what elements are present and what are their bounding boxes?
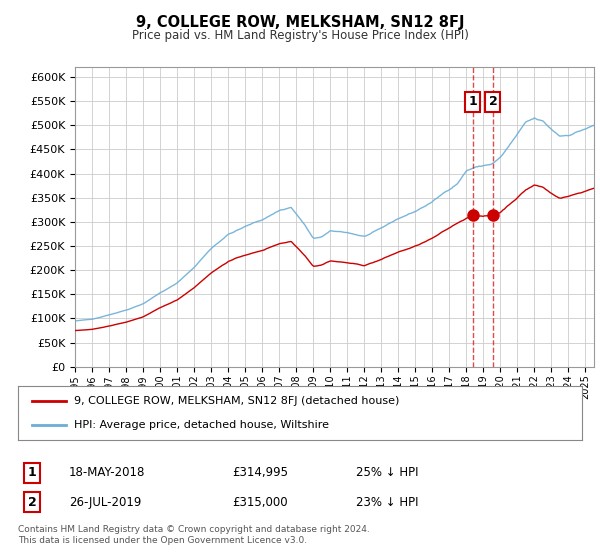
Text: £314,995: £314,995 [232, 466, 289, 479]
Text: Contains HM Land Registry data © Crown copyright and database right 2024.
This d: Contains HM Land Registry data © Crown c… [18, 525, 370, 545]
Text: £315,000: £315,000 [232, 496, 288, 509]
Text: 23% ↓ HPI: 23% ↓ HPI [356, 496, 419, 509]
Text: 26-JUL-2019: 26-JUL-2019 [69, 496, 141, 509]
Text: 9, COLLEGE ROW, MELKSHAM, SN12 8FJ: 9, COLLEGE ROW, MELKSHAM, SN12 8FJ [136, 15, 464, 30]
Text: 2: 2 [488, 96, 497, 109]
Text: 25% ↓ HPI: 25% ↓ HPI [356, 466, 419, 479]
Text: 1: 1 [468, 96, 477, 109]
Text: 18-MAY-2018: 18-MAY-2018 [69, 466, 145, 479]
Text: 9, COLLEGE ROW, MELKSHAM, SN12 8FJ (detached house): 9, COLLEGE ROW, MELKSHAM, SN12 8FJ (deta… [74, 396, 400, 406]
Text: 1: 1 [28, 466, 37, 479]
Text: 2: 2 [28, 496, 37, 509]
Text: Price paid vs. HM Land Registry's House Price Index (HPI): Price paid vs. HM Land Registry's House … [131, 29, 469, 42]
Text: HPI: Average price, detached house, Wiltshire: HPI: Average price, detached house, Wilt… [74, 420, 329, 430]
